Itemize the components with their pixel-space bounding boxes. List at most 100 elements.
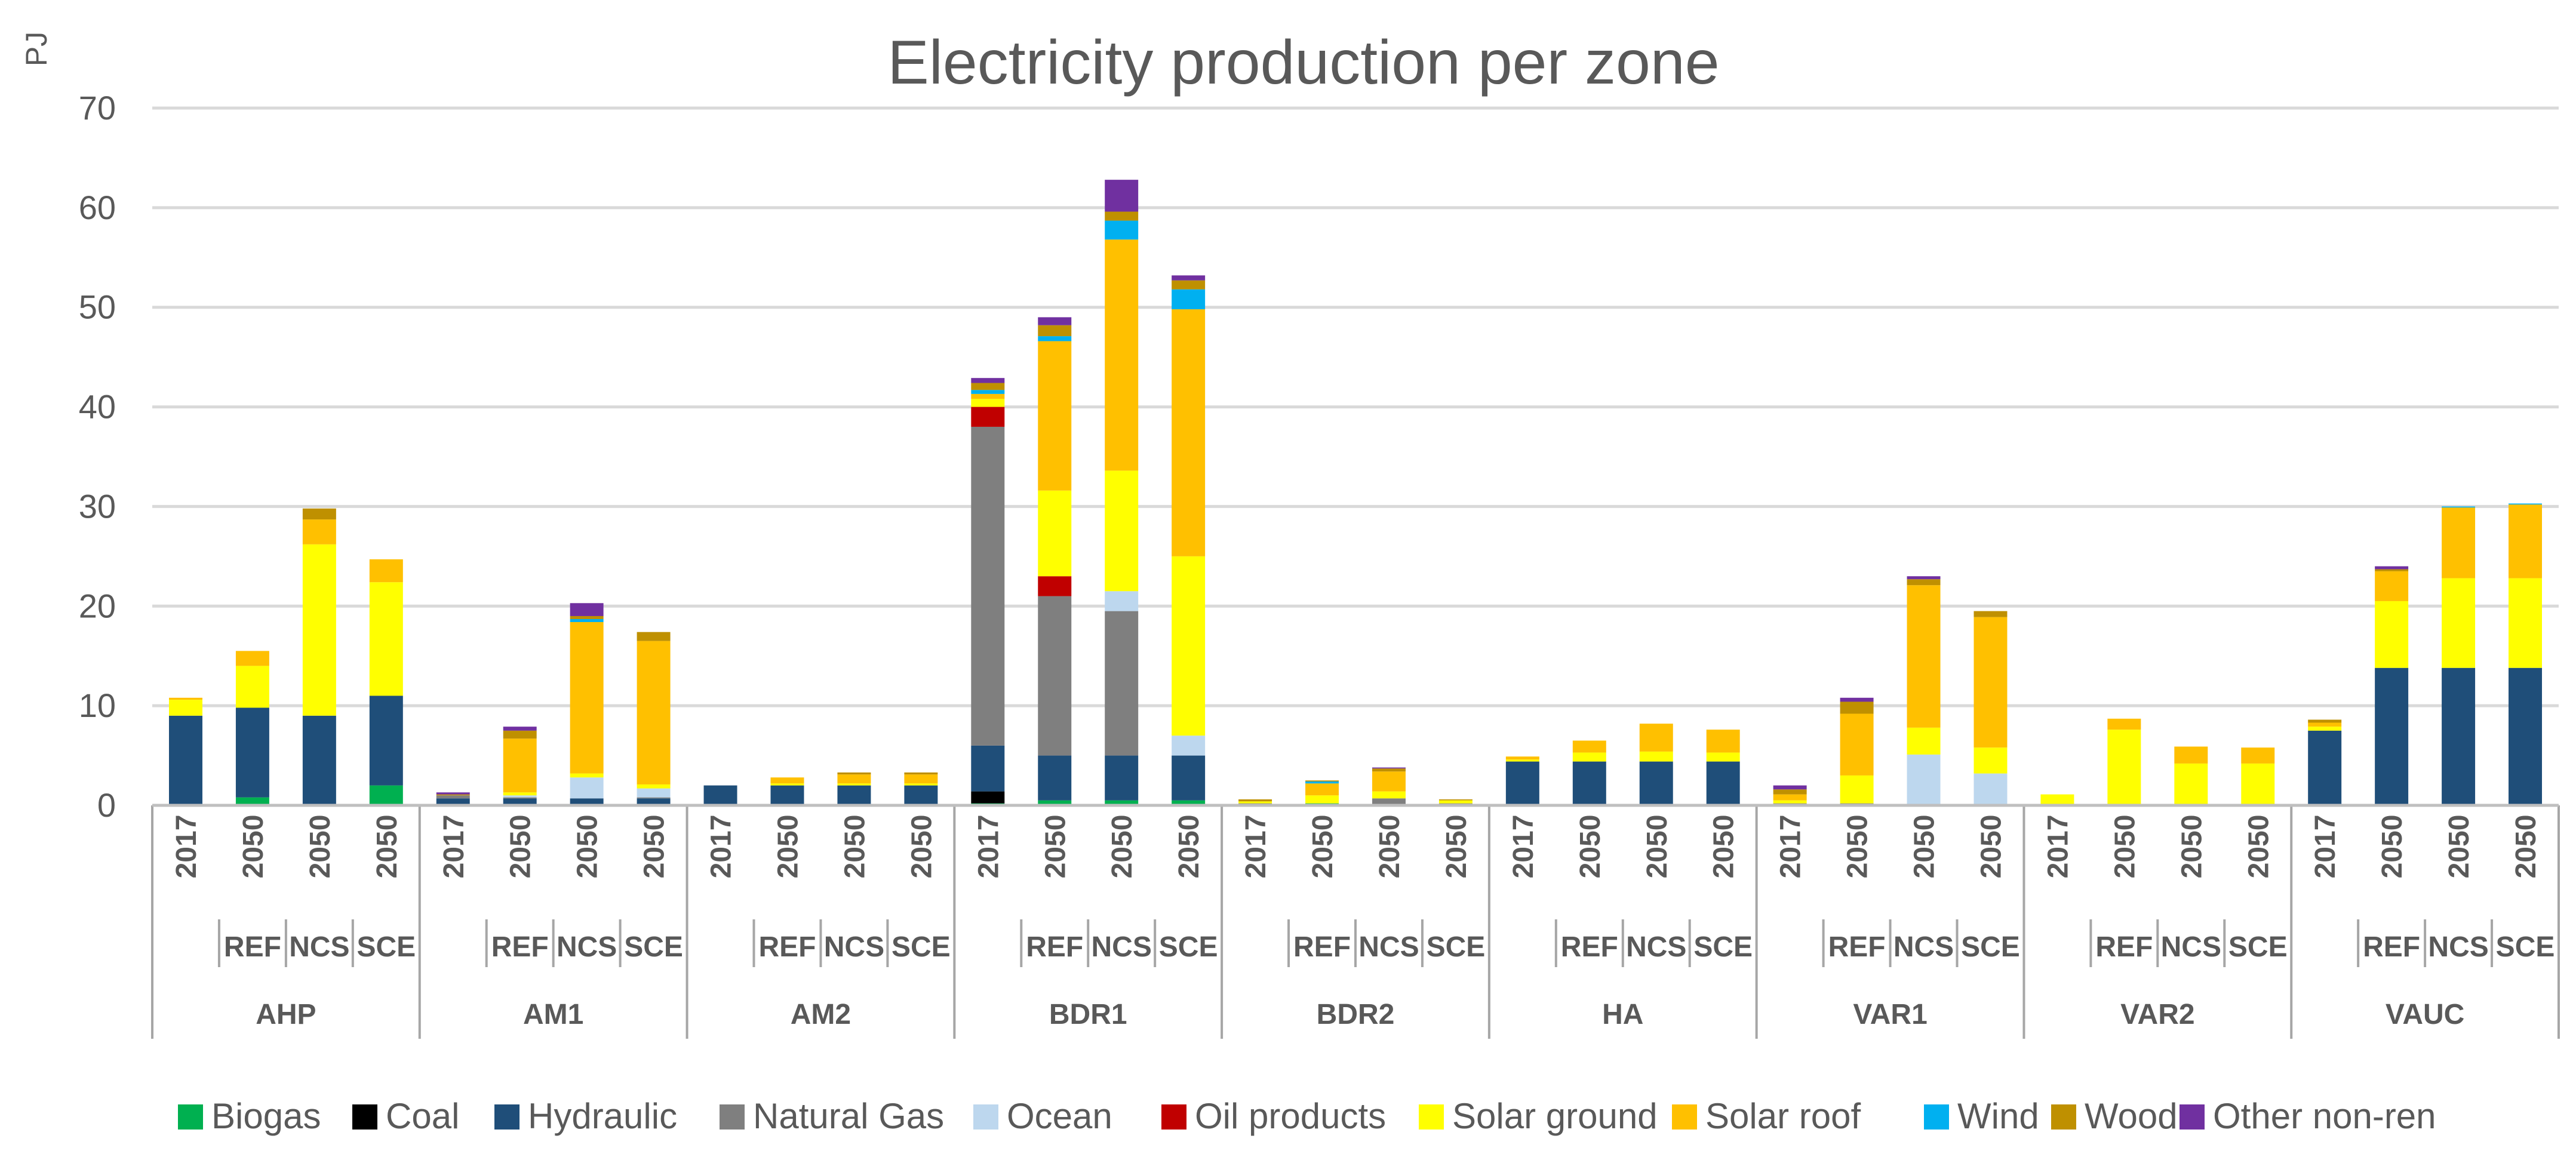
bar-bdr2-ref	[1305, 780, 1339, 805]
bar-segment-solar-ground	[2509, 578, 2543, 668]
bar-segment-hydraulic	[570, 798, 604, 805]
x-scenario-label: REF	[1561, 931, 1618, 963]
bar-segment-solar-roof	[1305, 783, 1339, 796]
bar-segment-hydraulic	[436, 798, 470, 805]
bar-var2-ref	[2107, 718, 2141, 805]
bar-segment-wood	[2308, 719, 2342, 723]
bar-segment-wind	[971, 390, 1005, 394]
legend-item-coal: Coal	[352, 1096, 459, 1136]
bar-bdr1-sce	[1172, 275, 1206, 805]
x-year-label: 2017	[1775, 815, 1807, 879]
bar-ha-sce	[1706, 730, 1740, 805]
bar-segment-hydraulic	[837, 785, 871, 805]
x-year-label: 2050	[2109, 815, 2141, 879]
bar-segment-solar-roof	[2241, 747, 2275, 764]
bar-segment-solar-roof	[570, 621, 604, 774]
legend-swatch	[720, 1104, 745, 1130]
bar-segment-solar-roof	[1974, 617, 2008, 748]
bar-segment-wind	[1305, 781, 1339, 784]
x-scenario-label: REF	[2095, 931, 2153, 963]
bar-segment-other-non-ren	[1105, 180, 1139, 212]
bar-segment-solar-ground	[904, 783, 938, 786]
legend-swatch	[352, 1104, 377, 1130]
bar-segment-solar-ground	[2442, 578, 2476, 668]
bar-segment-wood	[1105, 211, 1139, 221]
x-year-label: 2017	[2042, 815, 2074, 879]
bar-segment-solar-roof	[2107, 718, 2141, 730]
y-axis-ticks: 0 10 20 30 40 50 60 70	[79, 89, 116, 824]
bar-segment-solar-ground	[1706, 752, 1740, 762]
x-scenario-label: NCS	[289, 931, 349, 963]
bar-segment-oil-products	[971, 407, 1005, 427]
bar-segment-solar-ground	[235, 666, 269, 708]
bar-segment-solar-roof	[1372, 771, 1406, 792]
bar-segment-other-non-ren	[1840, 697, 1874, 702]
bar-segment-solar-roof	[2509, 504, 2543, 578]
bar-segment-other-non-ren	[503, 727, 537, 731]
bar-segment-solar-roof	[1172, 309, 1206, 556]
bar-segment-hydraulic	[1038, 755, 1072, 801]
bar-segment-other-non-ren	[1372, 767, 1406, 769]
x-year-label: 2050	[1641, 815, 1673, 879]
bar-segment-wood	[2375, 569, 2409, 571]
bar-segment-hydraulic	[302, 715, 336, 805]
x-scenario-label: SCE	[892, 931, 951, 963]
x-year-label: 2050	[238, 815, 269, 879]
y-tick-label: 60	[79, 189, 116, 226]
bar-segment-hydraulic	[1706, 761, 1740, 805]
y-axis-label: PJ	[20, 32, 53, 66]
bar-segment-wind	[570, 618, 604, 622]
x-year-label: 2050	[839, 815, 871, 879]
bar-segment-hydraulic	[2375, 667, 2409, 805]
x-scenario-label: REF	[491, 931, 549, 963]
x-scenario-label: SCE	[356, 931, 416, 963]
bar-segment-wind	[2442, 506, 2476, 508]
x-scenario-label: NCS	[1626, 931, 1686, 963]
bar-vauc-ref	[2375, 566, 2409, 805]
legend-swatch	[1419, 1104, 1444, 1130]
legend-item-natural-gas: Natural Gas	[720, 1096, 944, 1136]
x-scenario-label: REF	[2363, 931, 2420, 963]
legend-item-wood: Wood	[2051, 1096, 2178, 1136]
bar-segment-solar-roof	[1907, 585, 1941, 728]
legend-swatch	[2180, 1104, 2205, 1130]
bar-segment-solar-roof	[904, 774, 938, 784]
bar-segment-solar-ground	[1974, 747, 2008, 774]
bar-segment-solar-ground	[1172, 556, 1206, 736]
bar-segment-hydraulic	[637, 798, 671, 805]
bar-bdr1-2017	[971, 378, 1005, 805]
bar-am2-sce	[904, 772, 938, 805]
bar-segment-biogas	[1038, 800, 1072, 805]
bar-bdr1-ref	[1038, 317, 1072, 805]
bar-segment-solar-ground	[1372, 791, 1406, 799]
x-year-label: 2050	[2377, 815, 2408, 879]
bar-segment-wood	[1305, 780, 1339, 781]
bar-ahp-ncs	[302, 508, 336, 805]
bar-segment-solar-roof	[2308, 722, 2342, 727]
bar-segment-other-non-ren	[1773, 785, 1807, 790]
bar-segment-natural-gas	[971, 426, 1005, 746]
legend-label: Hydraulic	[528, 1096, 677, 1136]
bar-segment-wood	[1438, 799, 1473, 801]
x-scenario-label: NCS	[2161, 931, 2221, 963]
bar-segment-ocean	[1974, 773, 2008, 805]
legend-item-oil-products: Oil products	[1161, 1096, 1386, 1136]
y-tick-label: 40	[79, 388, 116, 426]
bar-ahp-ref	[235, 651, 269, 805]
bar-segment-solar-ground	[1438, 800, 1473, 804]
bar-segment-wood	[436, 794, 470, 796]
x-zone-label: AHP	[256, 999, 316, 1030]
legend-swatch	[2051, 1104, 2076, 1130]
bar-segment-natural-gas	[1372, 798, 1406, 805]
bar-var2-sce	[2241, 747, 2275, 805]
y-tick-label: 50	[79, 288, 116, 326]
legend-label: Biogas	[211, 1096, 321, 1136]
bar-segment-solar-ground	[1038, 490, 1072, 577]
x-year-label: 2050	[906, 815, 937, 879]
legend-item-wind: Wind	[1924, 1096, 2039, 1136]
bar-ha-2017	[1505, 756, 1539, 805]
bar-segment-solar-ground	[1572, 752, 1606, 762]
legend-swatch	[1924, 1104, 1949, 1130]
bar-segment-hydraulic	[503, 798, 537, 805]
bar-segment-hydraulic	[904, 785, 938, 805]
